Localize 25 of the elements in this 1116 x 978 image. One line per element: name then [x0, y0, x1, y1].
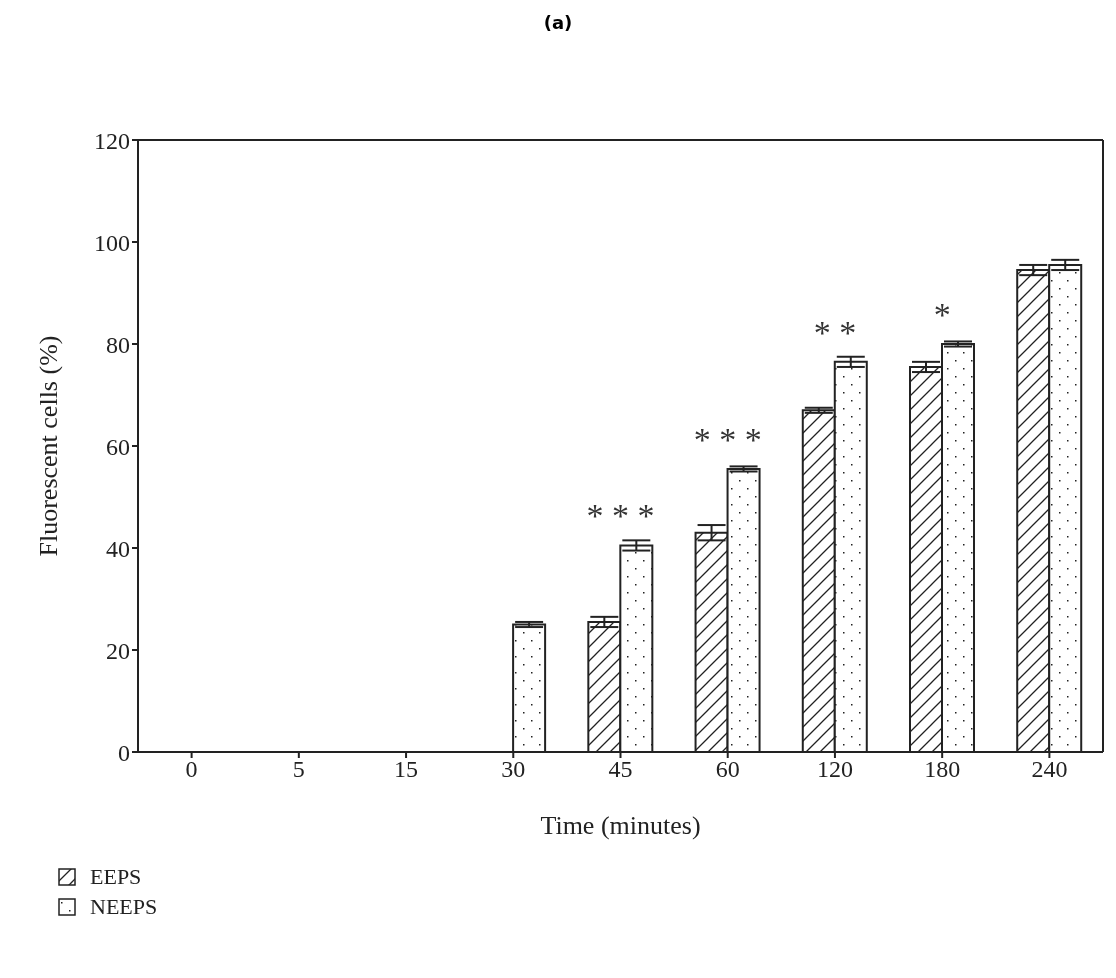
y-tick-label: 20	[106, 637, 130, 664]
legend-label: NEEPS	[90, 894, 158, 920]
y-tick-label: 60	[106, 433, 130, 460]
annotation: * * *	[693, 420, 762, 458]
y-tick-label: 40	[106, 535, 130, 562]
x-tick-label: 30	[501, 756, 526, 783]
y-axis-title: Fluorescent cells (%)	[34, 335, 64, 557]
annotation: *	[933, 296, 951, 333]
chart-title: (a)	[542, 12, 574, 35]
x-tick-label: 180	[924, 756, 961, 783]
y-tick-label: 120	[94, 127, 130, 154]
annotation: * * *	[586, 497, 655, 535]
x-tick-label: 15	[394, 756, 419, 783]
legend-label: EEPS	[90, 864, 142, 890]
x-axis-title: Time (minutes)	[540, 811, 701, 840]
x-tick-label: 5	[292, 756, 305, 783]
x-tick-label: 60	[715, 756, 740, 783]
y-tick-label: 0	[118, 739, 130, 766]
y-tick-label: 80	[106, 331, 130, 358]
x-tick-label: 240	[1031, 756, 1068, 783]
x-tick-label: 0	[185, 756, 198, 783]
y-tick-label: 100	[94, 229, 130, 256]
annotation: * *	[813, 313, 857, 351]
x-tick-label: 120	[816, 756, 853, 783]
x-tick-label: 45	[608, 756, 633, 783]
